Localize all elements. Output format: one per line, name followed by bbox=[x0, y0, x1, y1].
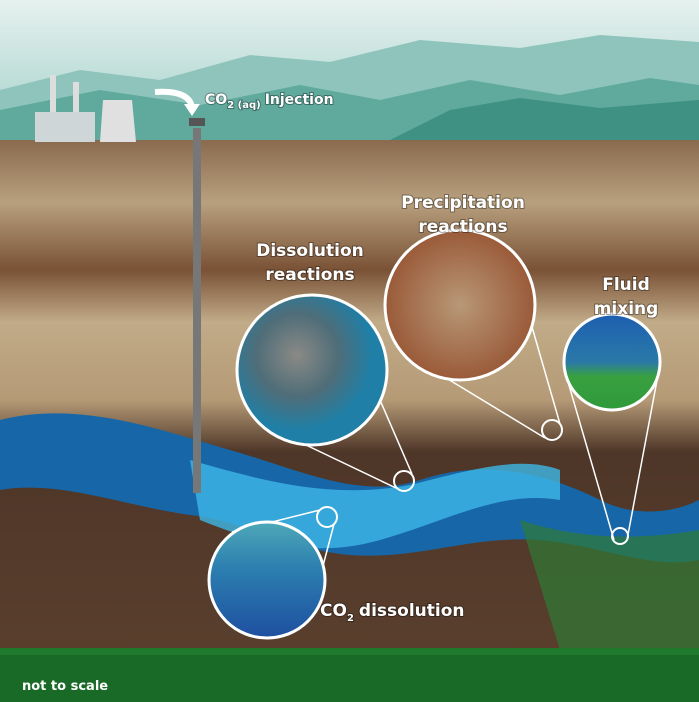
callout-label: Precipitation bbox=[401, 193, 525, 213]
callout-label: Dissolution bbox=[256, 241, 364, 261]
label-part: dissolution bbox=[359, 601, 465, 621]
label-subscript: 2 bbox=[347, 613, 354, 624]
label-part: Injection bbox=[265, 92, 334, 108]
injection-label: CO2 (aq) Injection bbox=[205, 92, 334, 111]
co2-dissolution-label: CO2 dissolution bbox=[320, 601, 464, 624]
scale-note: not to scale bbox=[22, 679, 108, 694]
callout-label: reactions bbox=[265, 265, 354, 285]
label-part: CO bbox=[205, 92, 227, 108]
well bbox=[154, 88, 205, 493]
label-subscript: 2 (aq) bbox=[227, 100, 261, 111]
magnifier-circles bbox=[207, 228, 662, 640]
callout-label: mixing bbox=[594, 299, 659, 319]
power-plant bbox=[35, 75, 136, 142]
callout-label: reactions bbox=[418, 217, 507, 237]
label-part: CO bbox=[320, 601, 347, 621]
callout-label: Fluid bbox=[602, 275, 650, 295]
